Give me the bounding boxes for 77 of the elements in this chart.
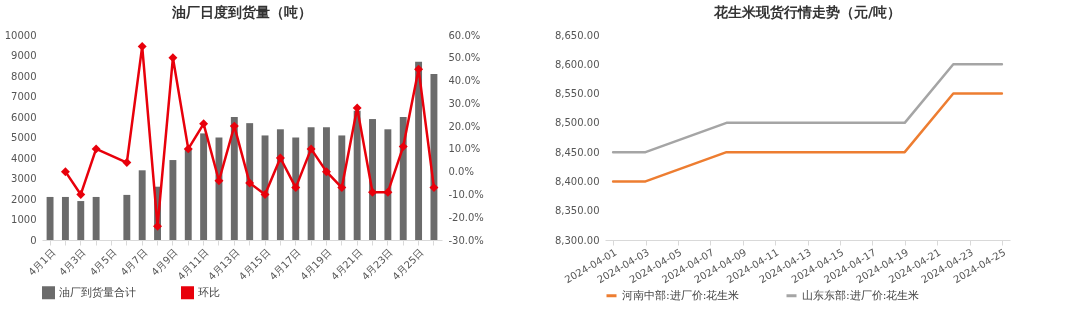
y-tick-label: 1000 bbox=[11, 214, 37, 225]
point bbox=[321, 167, 331, 177]
y-tick-label: 8,650.00 bbox=[554, 29, 600, 41]
bar bbox=[292, 137, 300, 240]
point bbox=[260, 189, 270, 199]
y2-tick-label: -10.0% bbox=[448, 188, 484, 200]
y2-tick-label: 50.0% bbox=[448, 52, 481, 64]
bar bbox=[369, 119, 376, 240]
y-tick-label: 7000 bbox=[11, 91, 37, 102]
y-tick-label: 8,600.00 bbox=[554, 58, 600, 70]
y-tick-label: 0 bbox=[30, 234, 37, 246]
bar bbox=[353, 110, 361, 240]
legend-label: 河南中部:进厂价:花生米 bbox=[622, 288, 740, 302]
bar bbox=[46, 196, 54, 240]
y-tick-label: 8,500.00 bbox=[554, 117, 600, 129]
y-tick-label: 8,400.00 bbox=[554, 175, 600, 187]
bar bbox=[77, 201, 85, 240]
point bbox=[245, 178, 255, 188]
legend-label: 山东东部:进厂价:花生米 bbox=[802, 288, 920, 302]
y2-tick-label: 10.0% bbox=[448, 143, 481, 155]
point bbox=[122, 158, 132, 168]
x-tick-label: 4月3日 bbox=[56, 246, 88, 278]
y-tick-label: 3000 bbox=[11, 173, 37, 184]
y-tick-label: 10000 bbox=[4, 29, 37, 41]
bar bbox=[123, 194, 131, 240]
legend-label: 环比 bbox=[198, 285, 220, 299]
y-tick-label: 8,450.00 bbox=[554, 146, 600, 158]
point bbox=[429, 183, 439, 193]
x-tick-label: 4月7日 bbox=[118, 246, 150, 278]
y-tick-label: 8000 bbox=[11, 70, 37, 82]
y-tick-label: 8,550.00 bbox=[554, 88, 600, 100]
bar bbox=[92, 196, 100, 240]
bar bbox=[276, 129, 284, 240]
bar bbox=[307, 127, 315, 240]
y-tick-label: 8,300.00 bbox=[554, 234, 600, 246]
legend-label: 油厂到货量合计 bbox=[59, 285, 136, 299]
y2-tick-label: 40.0% bbox=[448, 75, 481, 87]
y2-tick-label: 0.0% bbox=[448, 166, 474, 178]
bar bbox=[384, 129, 392, 240]
bar bbox=[184, 149, 192, 240]
y-tick-label: 4000 bbox=[11, 152, 37, 164]
x-tick-label: 4月9日 bbox=[149, 246, 180, 278]
y2-tick-label: -30.0% bbox=[448, 234, 484, 246]
point bbox=[199, 119, 209, 129]
point bbox=[383, 187, 393, 197]
y-tick-label: 5000 bbox=[11, 132, 37, 143]
point bbox=[60, 167, 70, 177]
bar bbox=[138, 170, 146, 240]
y-tick-label: 6000 bbox=[11, 111, 37, 123]
bar bbox=[61, 196, 69, 240]
x-tick-label: 4月1日 bbox=[26, 246, 58, 278]
bar bbox=[169, 160, 177, 240]
point bbox=[306, 144, 316, 154]
bar bbox=[430, 73, 438, 240]
y-tick-label: 8,350.00 bbox=[554, 205, 600, 217]
point bbox=[275, 153, 285, 163]
y-tick-label: 9000 bbox=[11, 50, 37, 61]
point bbox=[368, 187, 377, 197]
y-tick-label: 2000 bbox=[11, 193, 37, 205]
point bbox=[337, 183, 347, 193]
bar bbox=[323, 127, 330, 240]
y2-tick-label: 60.0% bbox=[448, 29, 481, 41]
chart-title: 花生米现货行情走势（元/吨） bbox=[712, 4, 902, 20]
bar bbox=[415, 61, 423, 240]
point bbox=[291, 183, 301, 193]
point bbox=[91, 144, 101, 154]
x-tick-label: 4月5日 bbox=[87, 246, 119, 278]
chart-title: 油厂日度到货量（吨） bbox=[171, 4, 312, 20]
y2-tick-label: 20.0% bbox=[448, 120, 481, 132]
bar bbox=[200, 133, 208, 240]
point bbox=[76, 189, 86, 199]
y2-tick-label: -20.0% bbox=[448, 211, 484, 223]
point bbox=[398, 142, 408, 152]
point bbox=[183, 144, 193, 154]
point bbox=[137, 41, 147, 51]
y2-tick-label: 30.0% bbox=[448, 97, 481, 109]
bar bbox=[246, 123, 254, 240]
